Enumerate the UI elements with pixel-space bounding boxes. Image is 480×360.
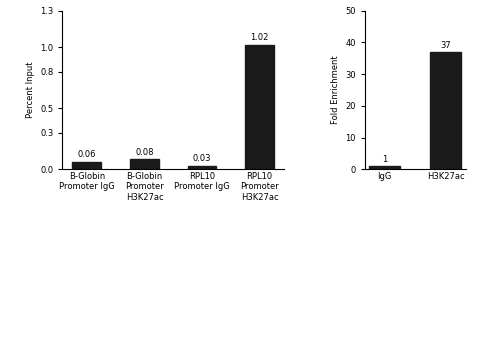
Bar — [72, 162, 101, 169]
Bar — [370, 166, 400, 169]
Text: 1.02: 1.02 — [251, 33, 269, 42]
Bar — [188, 166, 216, 169]
Bar — [431, 52, 461, 169]
Bar — [245, 45, 274, 169]
Y-axis label: Fold Enrichment: Fold Enrichment — [331, 56, 339, 124]
Text: 1: 1 — [382, 155, 387, 164]
Y-axis label: Percent Input: Percent Input — [25, 62, 35, 118]
Text: 0.03: 0.03 — [193, 154, 211, 163]
Text: 0.08: 0.08 — [135, 148, 154, 157]
Text: 0.06: 0.06 — [78, 150, 96, 159]
Text: 37: 37 — [440, 41, 451, 50]
Bar — [130, 159, 159, 169]
